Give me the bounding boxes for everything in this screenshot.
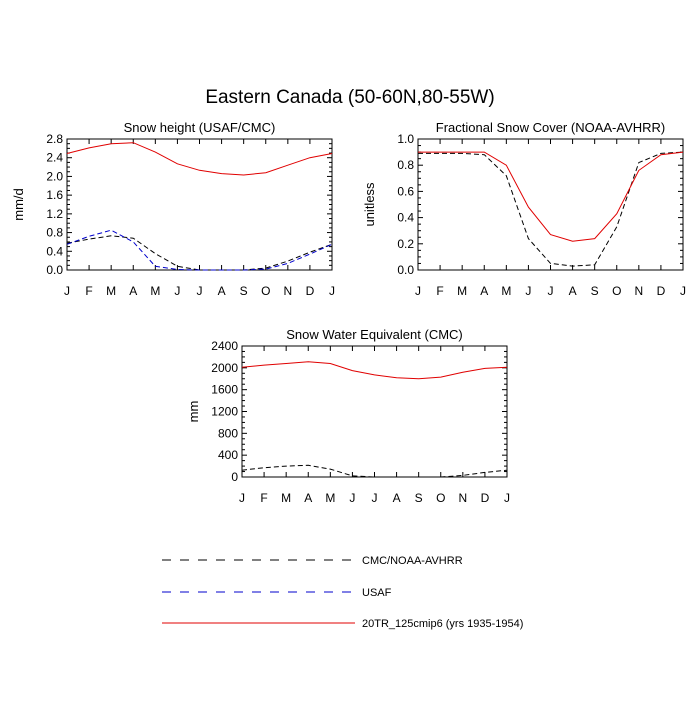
- y-tick-label: 2400: [211, 339, 238, 353]
- plot-frame: [66, 138, 333, 271]
- y-tick-label: 1200: [211, 405, 238, 419]
- x-tick-label: A: [129, 284, 137, 298]
- y-tick-label: 800: [218, 426, 238, 440]
- y-tick-label: 2.8: [46, 132, 63, 146]
- x-tick-label: D: [481, 491, 490, 505]
- series-line: [418, 151, 684, 267]
- panel-1: Snow height (USAF/CMC) mm/d 0.0 0.4 0.8 1.2 1.…: [11, 120, 335, 298]
- x-tick-label: A: [304, 491, 312, 505]
- y-tick-label: 0.4: [46, 244, 63, 258]
- x-tick-label: J: [64, 284, 70, 298]
- legend-item: USAF: [162, 587, 392, 599]
- y-tick-label: 400: [218, 448, 238, 462]
- figure-title: Eastern Canada (50-60N,80-55W): [205, 87, 494, 108]
- y-tick-label: 0.8: [46, 226, 63, 240]
- legend-item: 20TR_125cmip6 (yrs 1935-1954): [162, 618, 523, 630]
- legend: CMC/NOAA-AVHRR USAF 20TR_125cmip6 (yrs 193…: [162, 555, 523, 630]
- panel-2: Fractional Snow Cover (NOAA-AVHRR) unitle…: [362, 120, 686, 298]
- x-tick-label: N: [283, 284, 292, 298]
- y-tick-label: 1.6: [46, 188, 63, 202]
- x-tick-label: D: [657, 284, 666, 298]
- x-tick-label: A: [569, 284, 577, 298]
- legend-item: CMC/NOAA-AVHRR: [162, 555, 463, 567]
- x-tick-label: M: [325, 491, 335, 505]
- y-tick-label: 0.8: [397, 158, 414, 172]
- x-tick-label: J: [680, 284, 686, 298]
- y-axis-label: mm: [186, 401, 201, 423]
- y-tick-label: 2.0: [46, 169, 63, 183]
- x-tick-label: J: [548, 284, 554, 298]
- y-tick-label: 1.2: [46, 207, 63, 221]
- x-tick-label: A: [218, 284, 226, 298]
- y-tick-label: 1.0: [397, 132, 414, 146]
- y-tick-label: 0: [231, 470, 238, 484]
- x-tick-label: J: [197, 284, 203, 298]
- x-tick-label: F: [85, 284, 92, 298]
- y-axis-label: unitless: [362, 182, 377, 227]
- series-line: [418, 151, 684, 242]
- x-tick-label: N: [634, 284, 643, 298]
- x-tick-label: F: [260, 491, 267, 505]
- series-line: [241, 361, 508, 380]
- x-tick-label: J: [372, 491, 378, 505]
- panels: Snow height (USAF/CMC) mm/d 0.0 0.4 0.8 1.2 1.…: [11, 120, 686, 505]
- x-tick-label: J: [415, 284, 421, 298]
- y-tick-label: 0.4: [397, 211, 414, 225]
- x-tick-label: S: [591, 284, 599, 298]
- y-tick-label: 0.0: [397, 263, 414, 277]
- x-tick-label: O: [261, 284, 270, 298]
- x-tick-label: J: [329, 284, 335, 298]
- panel-title: Fractional Snow Cover (NOAA-AVHRR): [436, 120, 665, 135]
- x-tick-label: F: [436, 284, 443, 298]
- x-tick-label: O: [436, 491, 445, 505]
- x-tick-label: D: [306, 284, 315, 298]
- x-tick-label: J: [504, 491, 510, 505]
- plot-frame: [417, 138, 684, 271]
- y-tick-label: 2.4: [46, 151, 63, 165]
- x-tick-label: M: [457, 284, 467, 298]
- y-tick-label: 2000: [211, 361, 238, 375]
- x-tick-label: N: [458, 491, 467, 505]
- y-tick-label: 1600: [211, 383, 238, 397]
- y-tick-label: 0.6: [397, 184, 414, 198]
- x-tick-label: A: [393, 491, 401, 505]
- legend-label: CMC/NOAA-AVHRR: [362, 555, 463, 567]
- plot-frame: [241, 345, 508, 478]
- x-tick-label: M: [281, 491, 291, 505]
- y-tick-label: 0.2: [397, 237, 414, 251]
- panel-title: Snow Water Equivalent (CMC): [286, 327, 463, 342]
- series-line: [66, 142, 333, 176]
- x-tick-label: S: [240, 284, 248, 298]
- series-line: [66, 229, 333, 271]
- y-tick-label: 0.0: [46, 263, 63, 277]
- x-tick-label: A: [480, 284, 488, 298]
- series-line: [241, 464, 508, 478]
- x-tick-label: M: [150, 284, 160, 298]
- x-tick-label: M: [501, 284, 511, 298]
- series-line: [66, 235, 333, 271]
- y-axis-label: mm/d: [11, 188, 26, 221]
- panel-title: Snow height (USAF/CMC): [124, 120, 276, 135]
- x-tick-label: M: [106, 284, 116, 298]
- x-tick-label: J: [525, 284, 531, 298]
- x-tick-label: J: [174, 284, 180, 298]
- x-tick-label: J: [239, 491, 245, 505]
- legend-label: USAF: [362, 587, 392, 599]
- x-tick-label: J: [349, 491, 355, 505]
- panel-3: Snow Water Equivalent (CMC) mm 0 400 800 1200…: [186, 327, 510, 505]
- x-tick-label: S: [415, 491, 423, 505]
- x-tick-label: O: [612, 284, 621, 298]
- legend-label: 20TR_125cmip6 (yrs 1935-1954): [362, 618, 523, 630]
